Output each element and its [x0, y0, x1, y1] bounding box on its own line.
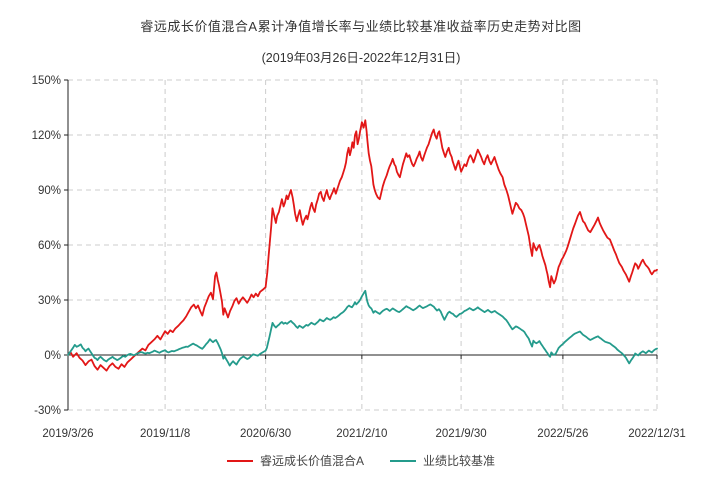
- x-tick-label: 2022/5/26: [537, 428, 588, 440]
- benchmark-line-swatch-icon: [390, 459, 416, 462]
- fund-series-line: [67, 119, 658, 372]
- x-tick-label: 2022/12/31: [628, 428, 686, 440]
- legend-label-benchmark: 业绩比较基准: [423, 454, 496, 468]
- fund-line-swatch-icon: [226, 459, 253, 462]
- y-tick-label: 90%: [38, 185, 61, 197]
- legend-item-benchmark: 业绩比较基准: [390, 452, 495, 469]
- legend-item-fund: 睿远成长价值混合A: [226, 452, 364, 469]
- y-tick-label: 0%: [44, 350, 61, 362]
- x-tick-label: 2020/6/30: [240, 428, 291, 440]
- chart-title: 睿远成长价值混合A累计净值增长率与业绩比较基准收益率历史走势对比图: [140, 19, 582, 34]
- x-tick-label: 2021/9/30: [436, 428, 487, 440]
- chart-subtitle: (2019年03月26日-2022年12月31日): [261, 51, 461, 65]
- y-tick-label: 60%: [38, 240, 61, 252]
- y-tick-label: -30%: [34, 405, 61, 417]
- y-tick-label: 30%: [38, 295, 61, 307]
- y-tick-label: 150%: [32, 75, 61, 87]
- x-tick-label: 2021/2/10: [336, 428, 387, 440]
- x-tick-label: 2019/11/8: [140, 428, 190, 440]
- legend-label-fund: 睿远成长价值混合A: [259, 454, 364, 468]
- y-tick-label: 120%: [32, 130, 61, 142]
- x-tick-label: 2019/3/26: [42, 428, 93, 440]
- benchmark-series-line: [67, 289, 658, 367]
- chart-legend: 睿远成长价值混合A 业绩比较基准: [0, 452, 722, 469]
